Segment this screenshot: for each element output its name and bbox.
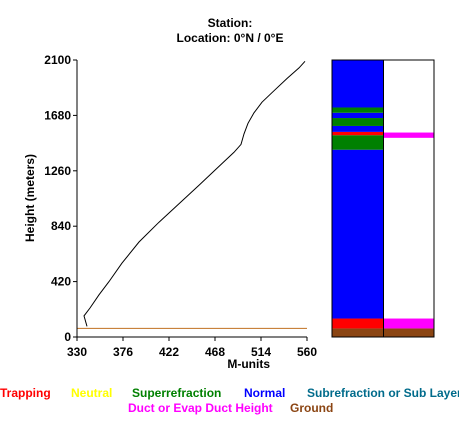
m-profile-plot: 0 420 840 1260 1680 2100 330 376 422 468 514 560 M… [23,53,317,371]
y-tick-label: 1260 [44,164,71,178]
layer-band-superrefraction [332,135,383,150]
y-tick-label: 0 [64,330,71,344]
series-layer [83,60,306,327]
right-column-bg [384,60,434,337]
x-tick-group: 330 376 422 468 514 560 [67,337,317,359]
layer-band-normal [332,112,383,119]
x-tick-label: 376 [113,345,133,359]
y-tick-label: 2100 [44,53,71,67]
layer-band-superrefraction [332,107,383,113]
layer-band-ground [384,328,434,337]
layer-band-normal [332,60,383,108]
location-label: Location: 0°N / 0°E [177,31,284,45]
legend-duct-height: Duct or Evap Duct Height [128,401,273,415]
y-tick-label: 420 [51,275,71,289]
x-tick-label: 560 [297,345,317,359]
layer-band-duct-or-evap-duct-height [384,318,434,329]
legend-neutral: Neutral [71,386,112,400]
x-tick-label: 330 [67,345,87,359]
layer-band-normal [332,149,383,319]
m-profile-line-0 [83,60,306,327]
legend: Trapping Neutral Superrefraction Normal … [0,386,459,415]
x-axis-label: M-units [227,357,270,371]
y-tick-label: 840 [51,219,71,233]
layer-band-trapping [332,131,383,136]
layer-band-normal [332,125,383,132]
station-label: Station: [208,16,253,30]
legend-normal: Normal [244,386,285,400]
layer-band-ground [332,328,383,337]
right-layer-column [384,132,434,337]
left-layer-column [332,60,383,337]
legend-subrefraction: Subrefraction or Sub Layer [307,386,459,400]
y-tick-group: 0 420 840 1260 1680 2100 [44,53,77,344]
legend-superrefraction: Superrefraction [132,386,221,400]
layer-columns [331,59,435,338]
x-tick-label: 514 [251,345,271,359]
layer-band-trapping [332,318,383,329]
y-tick-label: 1680 [44,108,71,122]
x-tick-label: 422 [159,345,179,359]
y-axis-label: Height (meters) [23,154,37,242]
legend-ground: Ground [290,401,333,415]
legend-trapping: Trapping [0,386,51,400]
x-tick-label: 468 [205,345,225,359]
layer-band-superrefraction [332,118,383,126]
layer-band-duct-or-evap-duct-height [384,132,434,138]
